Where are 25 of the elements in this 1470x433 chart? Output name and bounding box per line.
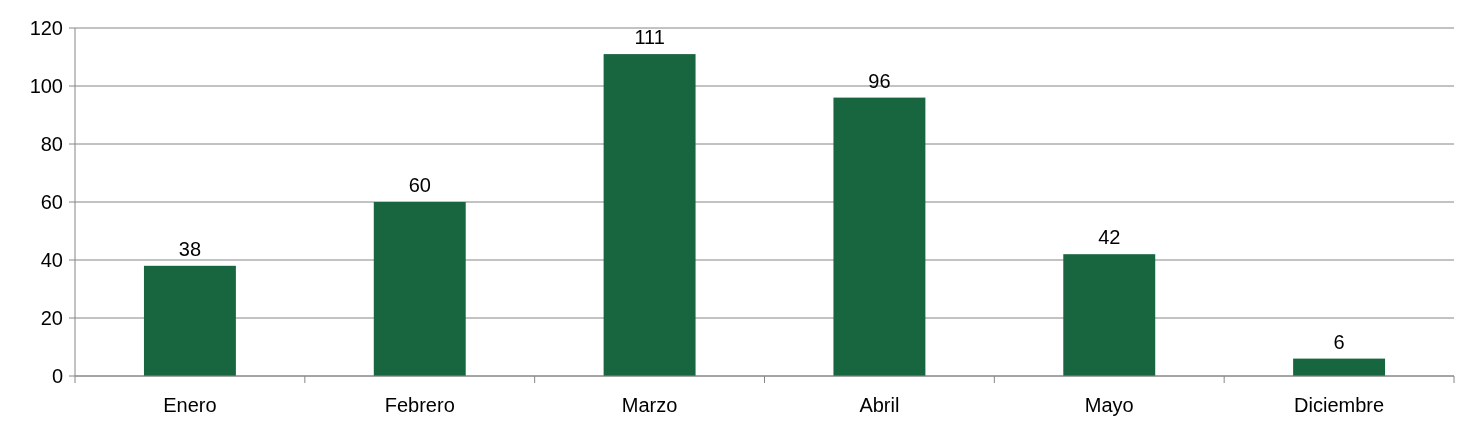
data-label: 60 xyxy=(408,174,431,196)
x-tick-label: Mayo xyxy=(1084,394,1134,416)
bar xyxy=(1293,358,1386,376)
data-label: 96 xyxy=(868,69,891,92)
x-tick-label: Febrero xyxy=(384,394,455,416)
bar xyxy=(1063,254,1156,376)
x-tick-label: Enero xyxy=(163,394,217,416)
bar xyxy=(603,54,696,376)
x-tick-label: Diciembre xyxy=(1294,394,1385,416)
y-tick-label: 20 xyxy=(40,307,63,329)
y-tick-label: 80 xyxy=(40,133,63,155)
x-tick-label: Marzo xyxy=(621,394,678,416)
bar xyxy=(373,202,466,376)
data-label: 6 xyxy=(1333,330,1345,353)
y-tick-label: 40 xyxy=(40,249,63,271)
data-label: 42 xyxy=(1098,226,1121,249)
y-tick-label: 0 xyxy=(51,365,63,387)
y-tick-label: 100 xyxy=(29,75,63,97)
x-tick-label: Abril xyxy=(859,394,900,416)
data-label: 111 xyxy=(634,26,665,49)
bar xyxy=(143,265,236,376)
y-tick-label: 60 xyxy=(40,191,63,213)
data-label: 38 xyxy=(178,237,202,260)
y-tick-label: 120 xyxy=(29,17,63,39)
bar xyxy=(833,97,926,376)
